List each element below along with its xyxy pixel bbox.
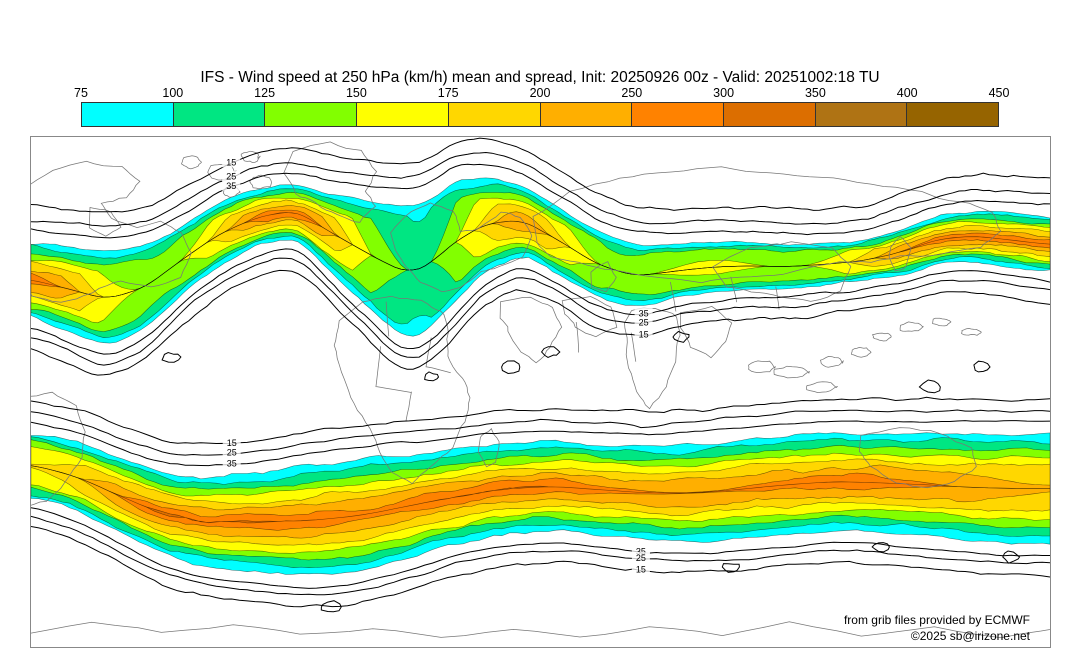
svg-text:25: 25 [227, 448, 237, 458]
svg-text:15: 15 [226, 157, 236, 167]
svg-text:15: 15 [227, 438, 237, 448]
svg-text:25: 25 [639, 317, 649, 327]
svg-text:25: 25 [226, 172, 236, 182]
svg-text:15: 15 [639, 329, 649, 339]
svg-text:15: 15 [636, 565, 646, 575]
svg-text:25: 25 [636, 553, 646, 563]
svg-text:35: 35 [227, 459, 237, 469]
svg-text:35: 35 [226, 181, 236, 191]
